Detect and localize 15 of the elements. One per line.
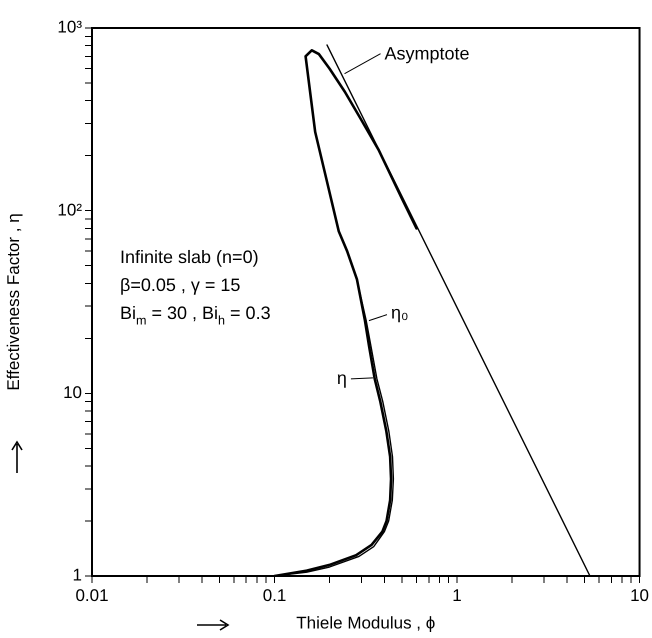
annotation: η₀: [390, 302, 408, 323]
x-tick-label: 0.1: [262, 586, 286, 605]
y-tick-label: 10: [63, 383, 82, 402]
x-tick-label: 1: [452, 586, 462, 605]
y-tick-label: 10²: [57, 200, 82, 220]
x-tick-label: 10: [630, 586, 650, 605]
annotation: Infinite slab (n=0): [120, 247, 259, 267]
y-tick-label: 1: [72, 566, 82, 585]
annotation: Asymptote: [384, 44, 470, 64]
x-axis-title: Thiele Modulus , ϕ: [296, 613, 436, 632]
annotation: η: [336, 368, 347, 388]
y-axis-title: Effectiveness Factor , η: [4, 213, 23, 391]
x-tick-label: 0.01: [75, 586, 109, 605]
y-tick-label: 10³: [57, 18, 82, 37]
annotation: β=0.05 , γ = 15: [120, 275, 240, 295]
